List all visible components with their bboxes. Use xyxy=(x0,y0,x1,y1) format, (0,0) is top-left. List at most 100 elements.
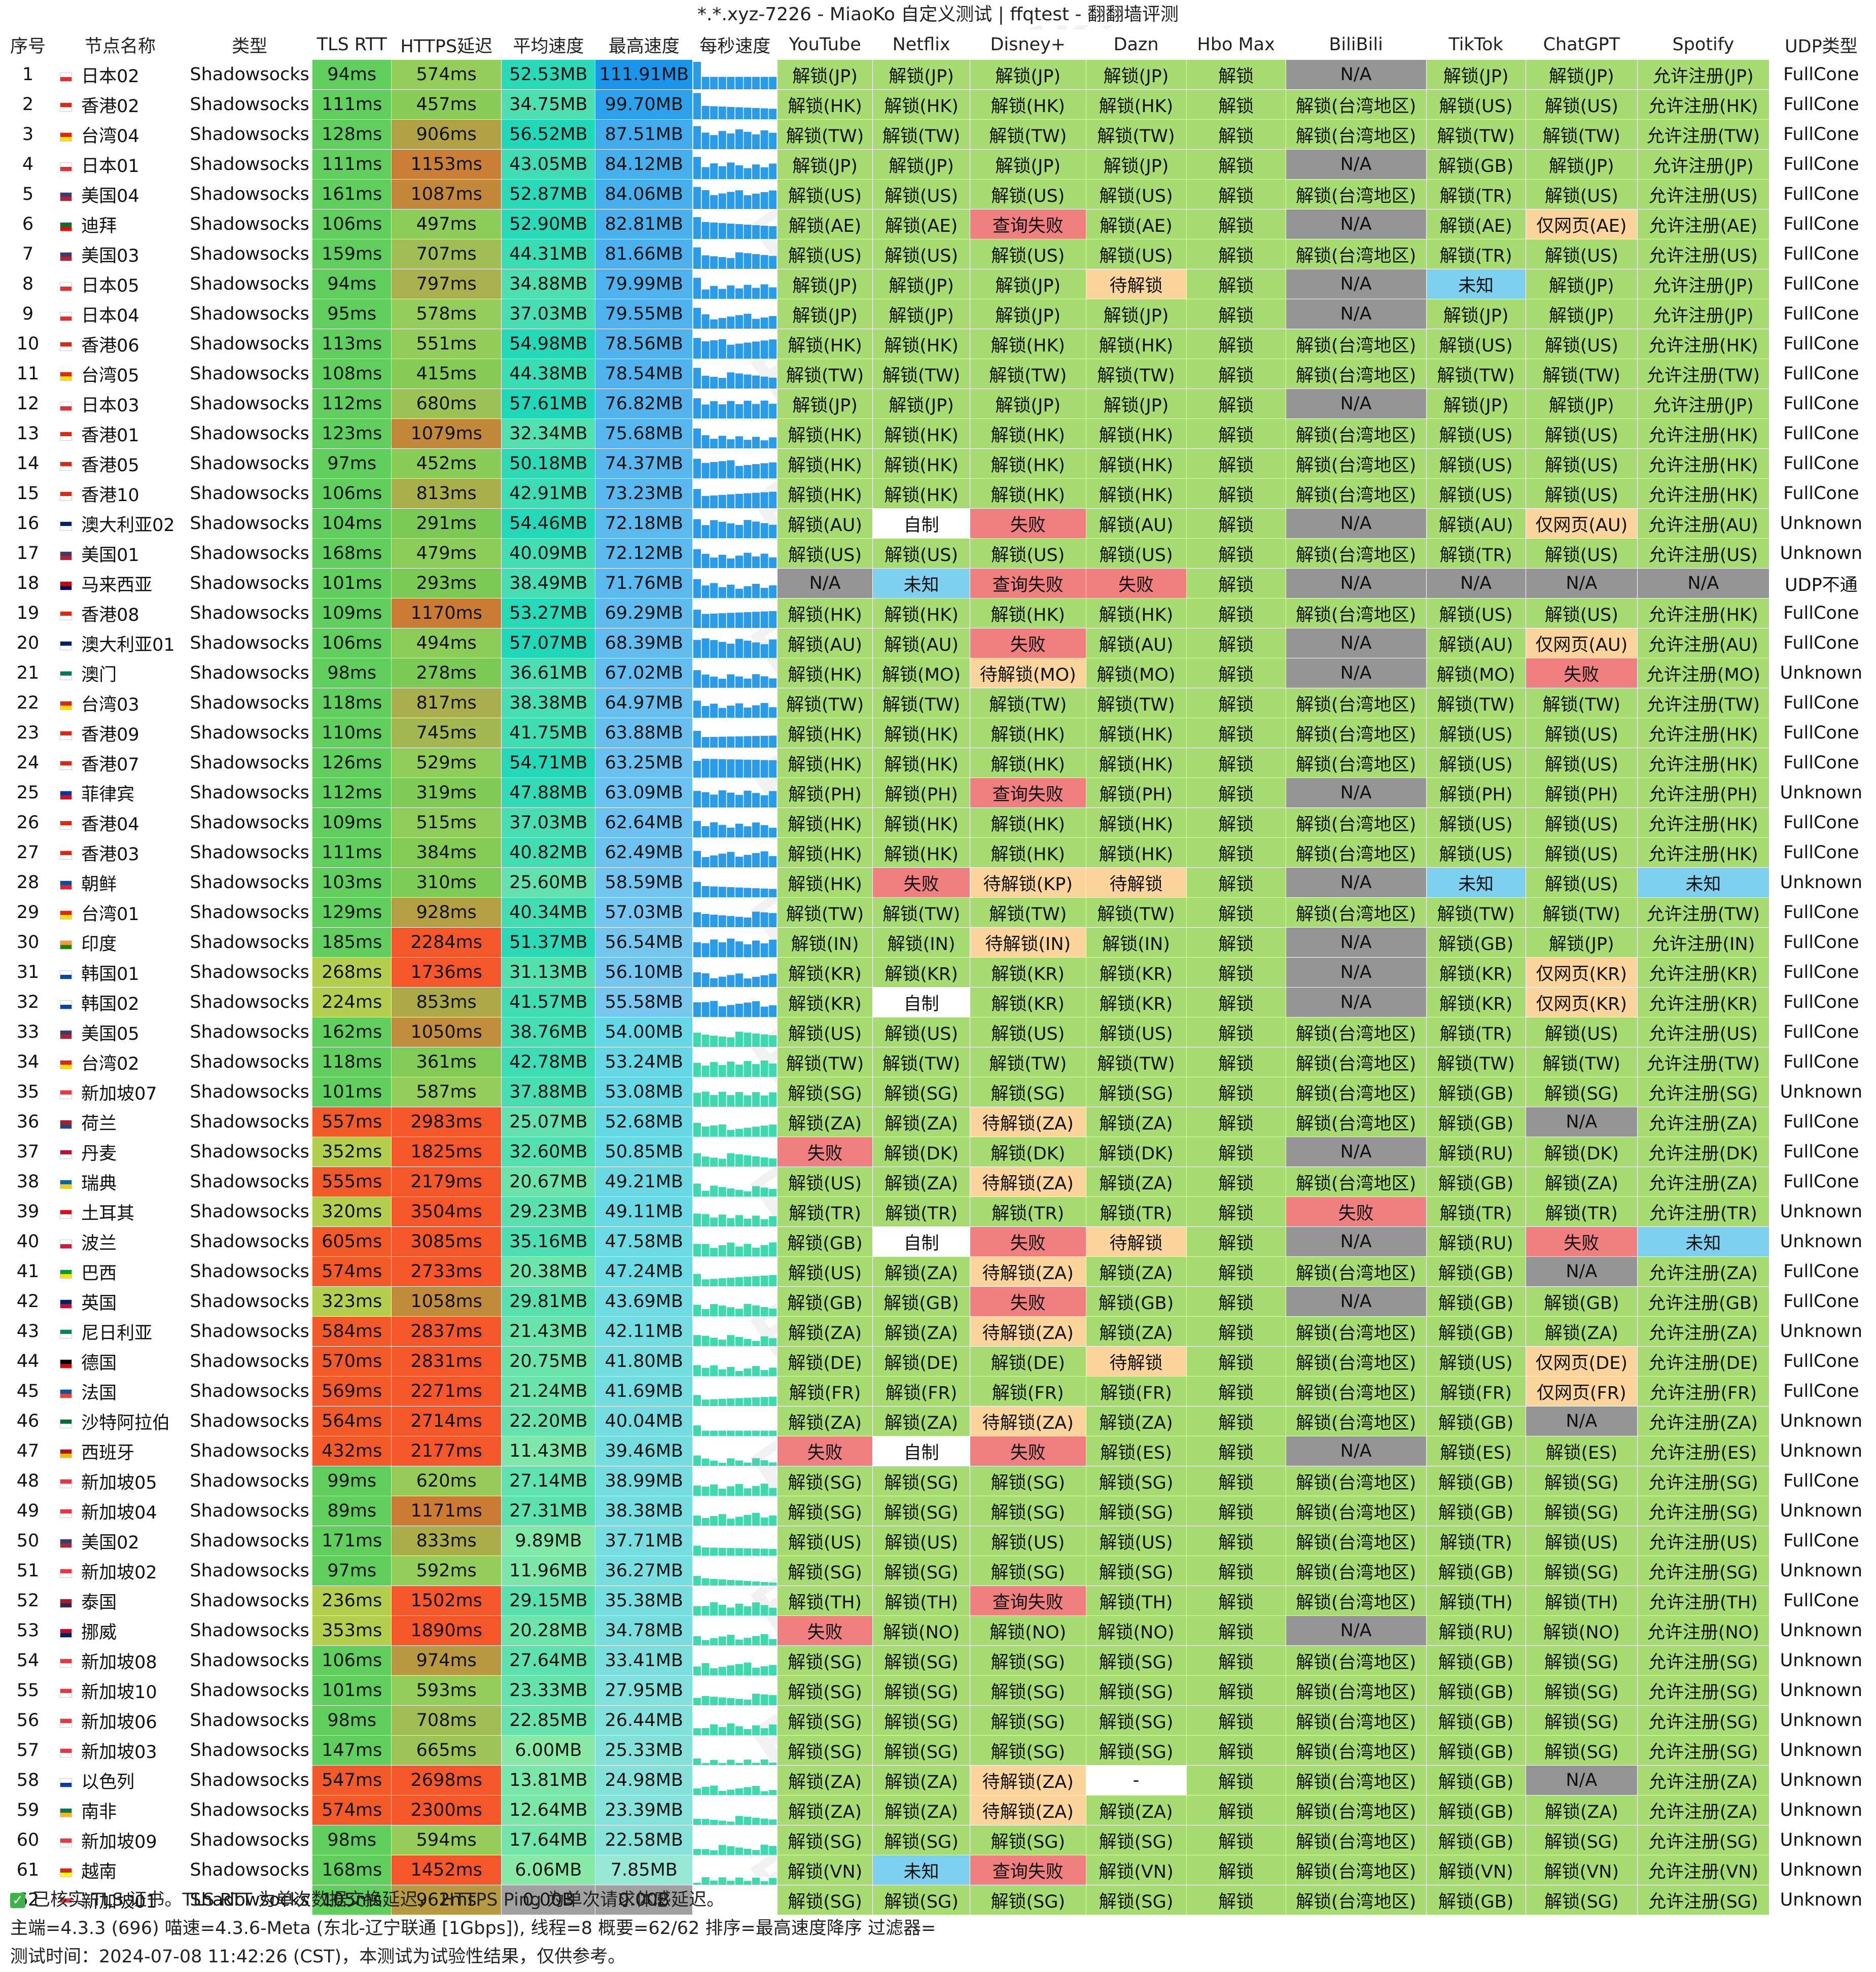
bilibili-status: 解锁(台湾地区) xyxy=(1285,1825,1427,1855)
tiktok-status: 解锁(TW) xyxy=(1426,359,1526,389)
tiktok-status: 解锁(GB) xyxy=(1426,927,1526,958)
max-speed: 62.64MB xyxy=(595,807,693,838)
sparkline-bar xyxy=(760,192,769,209)
node-name: 美国04 xyxy=(81,186,139,206)
node-name-cell: 美国04 xyxy=(53,179,187,209)
youtube-status: 解锁(US) xyxy=(777,1017,873,1047)
sg-flag-icon xyxy=(60,1897,73,1907)
hbo-status: 解锁 xyxy=(1186,778,1286,808)
netflix-status: 解锁(ZA) xyxy=(872,1795,971,1825)
node-name: 西班牙 xyxy=(81,1442,135,1463)
sparkline-bar xyxy=(693,1183,701,1196)
sparkline-bar xyxy=(693,1033,701,1047)
https-delay: 2983ms xyxy=(391,1107,502,1137)
spotify-status: 允许注册(SG) xyxy=(1637,1735,1769,1766)
sparkline-bar xyxy=(752,1397,760,1406)
sparkline-bar xyxy=(693,700,701,718)
max-speed: 57.03MB xyxy=(595,897,693,928)
sparkline-bar xyxy=(693,247,701,269)
youtube-status: 解锁(HK) xyxy=(777,89,873,120)
sparkline-bar xyxy=(710,1035,718,1047)
spotify-status: 允许注册(ZA) xyxy=(1637,1406,1769,1436)
hbo-status: 解锁 xyxy=(1186,658,1286,688)
sparkline-bar xyxy=(710,640,718,658)
bilibili-status: 解锁(台湾地区) xyxy=(1285,807,1427,838)
spotify-status: 允许注册(SG) xyxy=(1637,1466,1769,1496)
sparkline-bar xyxy=(693,1093,701,1107)
table-row: 7 美国03 Shadowsocks 159ms 707ms 44.31MB 81.66MB… xyxy=(2,239,1874,269)
sparkline-bar xyxy=(693,428,701,448)
sparkline-bar xyxy=(693,1063,701,1077)
max-speed: 79.55MB xyxy=(595,299,693,329)
table-row: 16 澳大利亚02 Shadowsocks 104ms 291ms 54.46MB 72.1… xyxy=(2,508,1874,539)
https-delay: 479ms xyxy=(391,538,502,569)
sparkline-bar xyxy=(744,440,752,448)
tiktok-status: 解锁(TW) xyxy=(1426,688,1526,718)
column-header: 节点名称 xyxy=(53,29,187,60)
sparkline-bar xyxy=(752,1581,760,1586)
sparkline-bar xyxy=(752,341,760,359)
hbo-status: 解锁 xyxy=(1186,1556,1286,1586)
sparkline-bar xyxy=(760,1881,769,1885)
sparkline-bar xyxy=(769,1309,777,1316)
node-name-cell: 以色列 xyxy=(53,1765,187,1795)
sparkline-bar xyxy=(744,678,752,688)
node-name-cell: 挪威 xyxy=(53,1615,187,1646)
youtube-status: 解锁(ZA) xyxy=(777,1107,873,1137)
speed-sparkline xyxy=(692,688,778,718)
netflix-status: 解锁(JP) xyxy=(872,59,971,90)
youtube-status: 解锁(HK) xyxy=(777,718,873,748)
node-name: 香港05 xyxy=(81,455,139,476)
max-speed: 56.10MB xyxy=(595,957,693,988)
node-name-cell: 香港08 xyxy=(53,598,187,628)
youtube-status: 解锁(GB) xyxy=(777,1286,873,1317)
speed-sparkline xyxy=(692,897,778,928)
sparkline-bar xyxy=(727,938,735,957)
hk-flag-icon xyxy=(60,102,73,112)
disney-status: 解锁(TW) xyxy=(970,897,1086,928)
bilibili-status: 解锁(台湾地区) xyxy=(1285,1256,1427,1287)
https-delay: 1087ms xyxy=(391,179,502,209)
sparkline-bar xyxy=(744,224,752,239)
tls-rtt: 106ms xyxy=(312,209,392,239)
bilibili-status: 解锁(台湾地区) xyxy=(1285,748,1427,778)
hbo-status: 解锁 xyxy=(1186,269,1286,299)
sparkline-bar xyxy=(769,939,777,957)
dazn-status: 解锁(US) xyxy=(1085,179,1187,209)
tls-rtt: 224ms xyxy=(312,987,392,1017)
sparkline-bar xyxy=(693,1516,701,1526)
chatgpt-status: 解锁(SG) xyxy=(1525,1077,1638,1107)
tls-rtt: 94ms xyxy=(312,59,392,90)
sparkline-bar xyxy=(735,1726,744,1735)
sparkline-bar xyxy=(744,77,752,89)
spotify-status: 允许注册(PH) xyxy=(1637,778,1769,808)
tr-flag-icon xyxy=(60,1209,73,1219)
dazn-status: 解锁(SG) xyxy=(1085,1077,1187,1107)
sparkline-bar xyxy=(693,1788,701,1795)
tiktok-status: 解锁(TH) xyxy=(1426,1586,1526,1616)
hbo-status: 解锁 xyxy=(1186,1137,1286,1167)
max-speed: 63.09MB xyxy=(595,778,693,808)
sparkline-bar xyxy=(760,760,769,778)
sparkline-bar xyxy=(701,1518,710,1526)
node-type: Shadowsocks xyxy=(186,927,313,958)
hbo-status: 解锁 xyxy=(1186,119,1286,150)
https-delay: 665ms xyxy=(391,1735,502,1766)
node-name: 澳大利亚02 xyxy=(81,515,175,536)
sparkline-bar xyxy=(752,1548,760,1556)
tls-rtt: 97ms xyxy=(312,448,392,479)
sparkline-bar xyxy=(752,1763,760,1765)
row-index: 34 xyxy=(2,1047,54,1077)
hbo-status: 解锁 xyxy=(1186,598,1286,628)
disney-status: 解锁(JP) xyxy=(970,149,1086,180)
max-speed: 58.59MB xyxy=(595,867,693,898)
node-name-cell: 越南 xyxy=(53,1855,187,1885)
chatgpt-status: 解锁(US) xyxy=(1525,807,1638,838)
sparkline-bar xyxy=(769,132,777,149)
youtube-status: 解锁(JP) xyxy=(777,299,873,329)
sparkline-bar xyxy=(769,1035,777,1047)
speed-sparkline xyxy=(692,1586,778,1616)
sparkline-bar xyxy=(693,549,701,568)
max-speed: 63.88MB xyxy=(595,718,693,748)
node-name-cell: 韩国01 xyxy=(53,957,187,988)
